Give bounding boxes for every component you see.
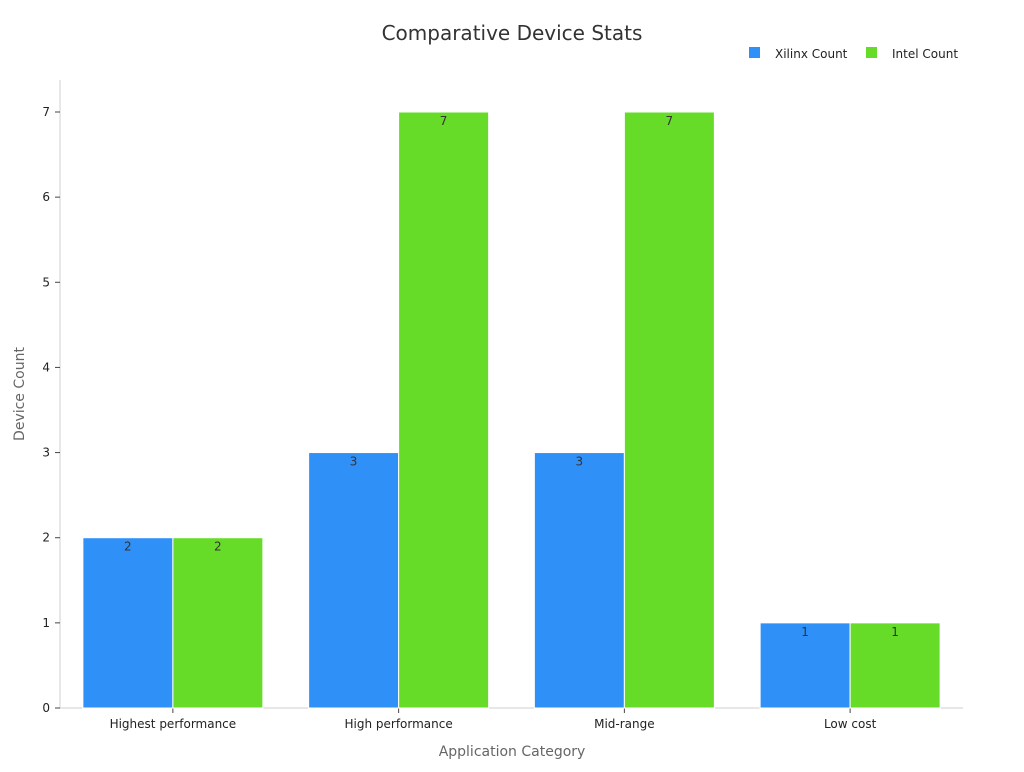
data-label: 3: [576, 455, 584, 469]
bar-intel-count: [398, 111, 490, 709]
y-tick-label: 6: [42, 190, 50, 204]
y-tick-label: 7: [42, 105, 50, 119]
data-label: 3: [350, 455, 358, 469]
bar-intel-count: [172, 537, 264, 709]
x-tick-label: Low cost: [824, 717, 877, 731]
legend-swatch-xilinx: [749, 47, 760, 58]
y-ticks: 0 1 2 3 4 5 6 7: [42, 105, 60, 715]
bar-intel-count: [849, 622, 941, 709]
y-tick-label: 1: [42, 616, 50, 630]
data-label: 2: [214, 540, 222, 554]
x-axis-title: Application Category: [439, 744, 586, 760]
bar-xilinx-count: [82, 537, 174, 709]
bars: [82, 111, 941, 709]
data-label: 7: [440, 114, 448, 128]
legend-swatch-intel: [866, 47, 877, 58]
x-tick-label: Mid-range: [594, 717, 655, 731]
data-label: 7: [666, 114, 674, 128]
bar-xilinx-count: [308, 452, 400, 709]
y-tick-label: 3: [42, 446, 50, 460]
x-ticks: Highest performance High performance Mid-r…: [110, 708, 877, 731]
y-tick-label: 0: [42, 701, 50, 715]
y-tick-label: 2: [42, 531, 50, 545]
data-label: 1: [891, 625, 899, 639]
bar-xilinx-count: [533, 452, 625, 709]
data-label: 1: [801, 625, 809, 639]
y-tick-label: 4: [42, 360, 50, 374]
legend: Xilinx Count Intel Count: [749, 47, 958, 61]
legend-label-intel: Intel Count: [892, 47, 958, 61]
data-label: 2: [124, 540, 132, 554]
bar-intel-count: [623, 111, 715, 709]
y-axis-title: Device Count: [12, 347, 28, 441]
legend-label-xilinx: Xilinx Count: [775, 47, 848, 61]
chart-title: Comparative Device Stats: [382, 21, 643, 45]
y-tick-label: 5: [42, 275, 50, 289]
x-tick-label: Highest performance: [110, 717, 237, 731]
x-tick-label: High performance: [345, 717, 453, 731]
